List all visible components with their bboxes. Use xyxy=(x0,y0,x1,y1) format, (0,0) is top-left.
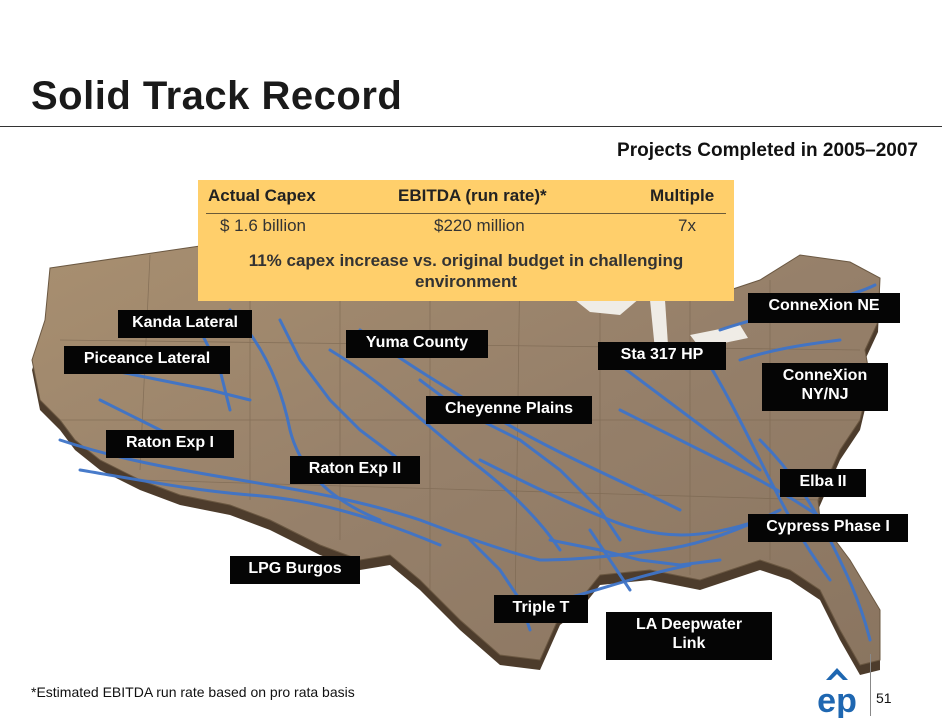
project-label-yuma-county: Yuma County xyxy=(346,330,488,358)
project-label-lpg-burgos: LPG Burgos xyxy=(230,556,360,584)
title-rule xyxy=(0,126,942,127)
stats-divider xyxy=(206,213,726,214)
project-label-connexion-ne: ConneXion NE xyxy=(748,293,900,323)
capex-note: 11% capex increase vs. original budget i… xyxy=(248,251,684,291)
logo-text: ep xyxy=(817,682,857,718)
project-label-cypress-phase-i: Cypress Phase I xyxy=(748,514,908,542)
map-subtitle: Projects Completed in 2005–2007 xyxy=(617,140,918,161)
multiple-header: Multiple xyxy=(650,186,715,205)
project-label-la-deepwater-link: LA Deepwater Link xyxy=(606,612,772,660)
el-paso-logo-icon: ep xyxy=(817,668,857,718)
capex-header: Actual Capex xyxy=(208,186,316,205)
project-label-piceance-lateral: Piceance Lateral xyxy=(64,346,230,374)
footnote: *Estimated EBITDA run rate based on pro … xyxy=(31,684,355,700)
project-label-cheyenne-plains: Cheyenne Plains xyxy=(426,396,592,424)
project-label-triple-t: Triple T xyxy=(494,595,588,623)
pipeline-network xyxy=(58,283,877,642)
page-number: 51 xyxy=(876,690,892,706)
logo-divider xyxy=(870,654,871,716)
project-label-kanda-lateral: Kanda Lateral xyxy=(118,310,252,338)
ebitda-value: $220 million xyxy=(434,216,525,235)
project-label-elba-ii: Elba II xyxy=(780,469,866,497)
multiple-value: 7x xyxy=(678,216,696,235)
project-label-sta-317-hp: Sta 317 HP xyxy=(598,342,726,370)
page-title: Solid Track Record xyxy=(31,74,403,118)
ebitda-header: EBITDA (run rate)* xyxy=(398,186,547,205)
project-label-raton-exp-ii: Raton Exp II xyxy=(290,456,420,484)
capex-value: $ 1.6 billion xyxy=(220,216,307,235)
project-label-raton-exp-i: Raton Exp I xyxy=(106,430,234,458)
project-label-connexion-nynj: ConneXion NY/NJ xyxy=(762,363,888,411)
stats-summary-box: Actual Capex EBITDA (run rate)* Multiple… xyxy=(198,180,734,301)
